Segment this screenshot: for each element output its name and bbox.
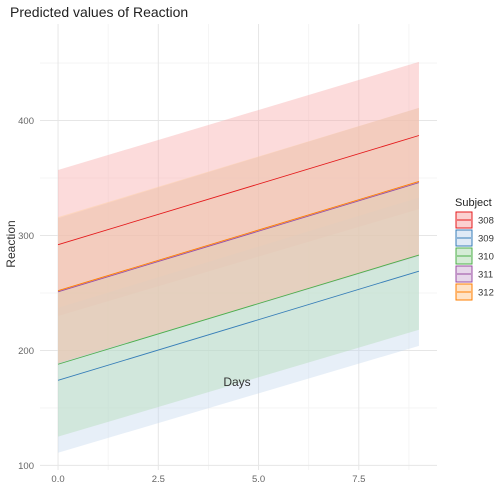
legend-item-311: 311	[455, 265, 493, 283]
legend-title: Subject	[455, 197, 492, 209]
legend-label: 312	[478, 288, 494, 299]
y-axis-label: Reaction	[4, 220, 18, 267]
series-line-311	[57, 182, 420, 293]
chart-title: Predicted values of Reaction	[10, 4, 188, 20]
legend-label: 308	[478, 216, 494, 227]
legend-label: 311	[478, 270, 493, 281]
x-tick-label: 7.5	[352, 474, 365, 485]
y-axis-ticks: 100 200 300 400	[18, 116, 34, 472]
series-line-308	[57, 135, 420, 246]
grid	[40, 24, 437, 470]
confidence-band-308	[58, 61, 419, 316]
x-axis-ticks: 0.0 2.5 5.0 7.5	[51, 474, 365, 485]
legend-item-312: 312	[455, 283, 494, 301]
y-tick-label: 300	[18, 231, 34, 242]
x-tick-label: 5.0	[252, 474, 265, 485]
legend-item-309: 309	[455, 229, 494, 247]
y-tick-label: 100	[18, 461, 34, 472]
series-line-312	[57, 181, 420, 292]
legend-label: 309	[478, 234, 494, 245]
series-line-309	[57, 270, 420, 381]
confidence-band-310	[58, 181, 419, 437]
legend-item-310: 310	[455, 247, 494, 265]
y-tick-label: 200	[18, 346, 34, 357]
y-tick-label: 400	[18, 116, 34, 127]
legend: Subject 308 309 310 311 312	[455, 197, 494, 301]
confidence-band-312	[58, 107, 419, 364]
confidence-bands	[58, 61, 419, 453]
legend-label: 310	[478, 252, 494, 263]
confidence-band-309	[58, 197, 419, 453]
x-axis-label: Days	[223, 375, 250, 389]
legend-item-308: 308	[455, 211, 494, 229]
series-line-310	[57, 254, 420, 365]
x-tick-label: 2.5	[152, 474, 165, 485]
series-lines	[57, 135, 420, 381]
x-tick-label: 0.0	[51, 474, 64, 485]
